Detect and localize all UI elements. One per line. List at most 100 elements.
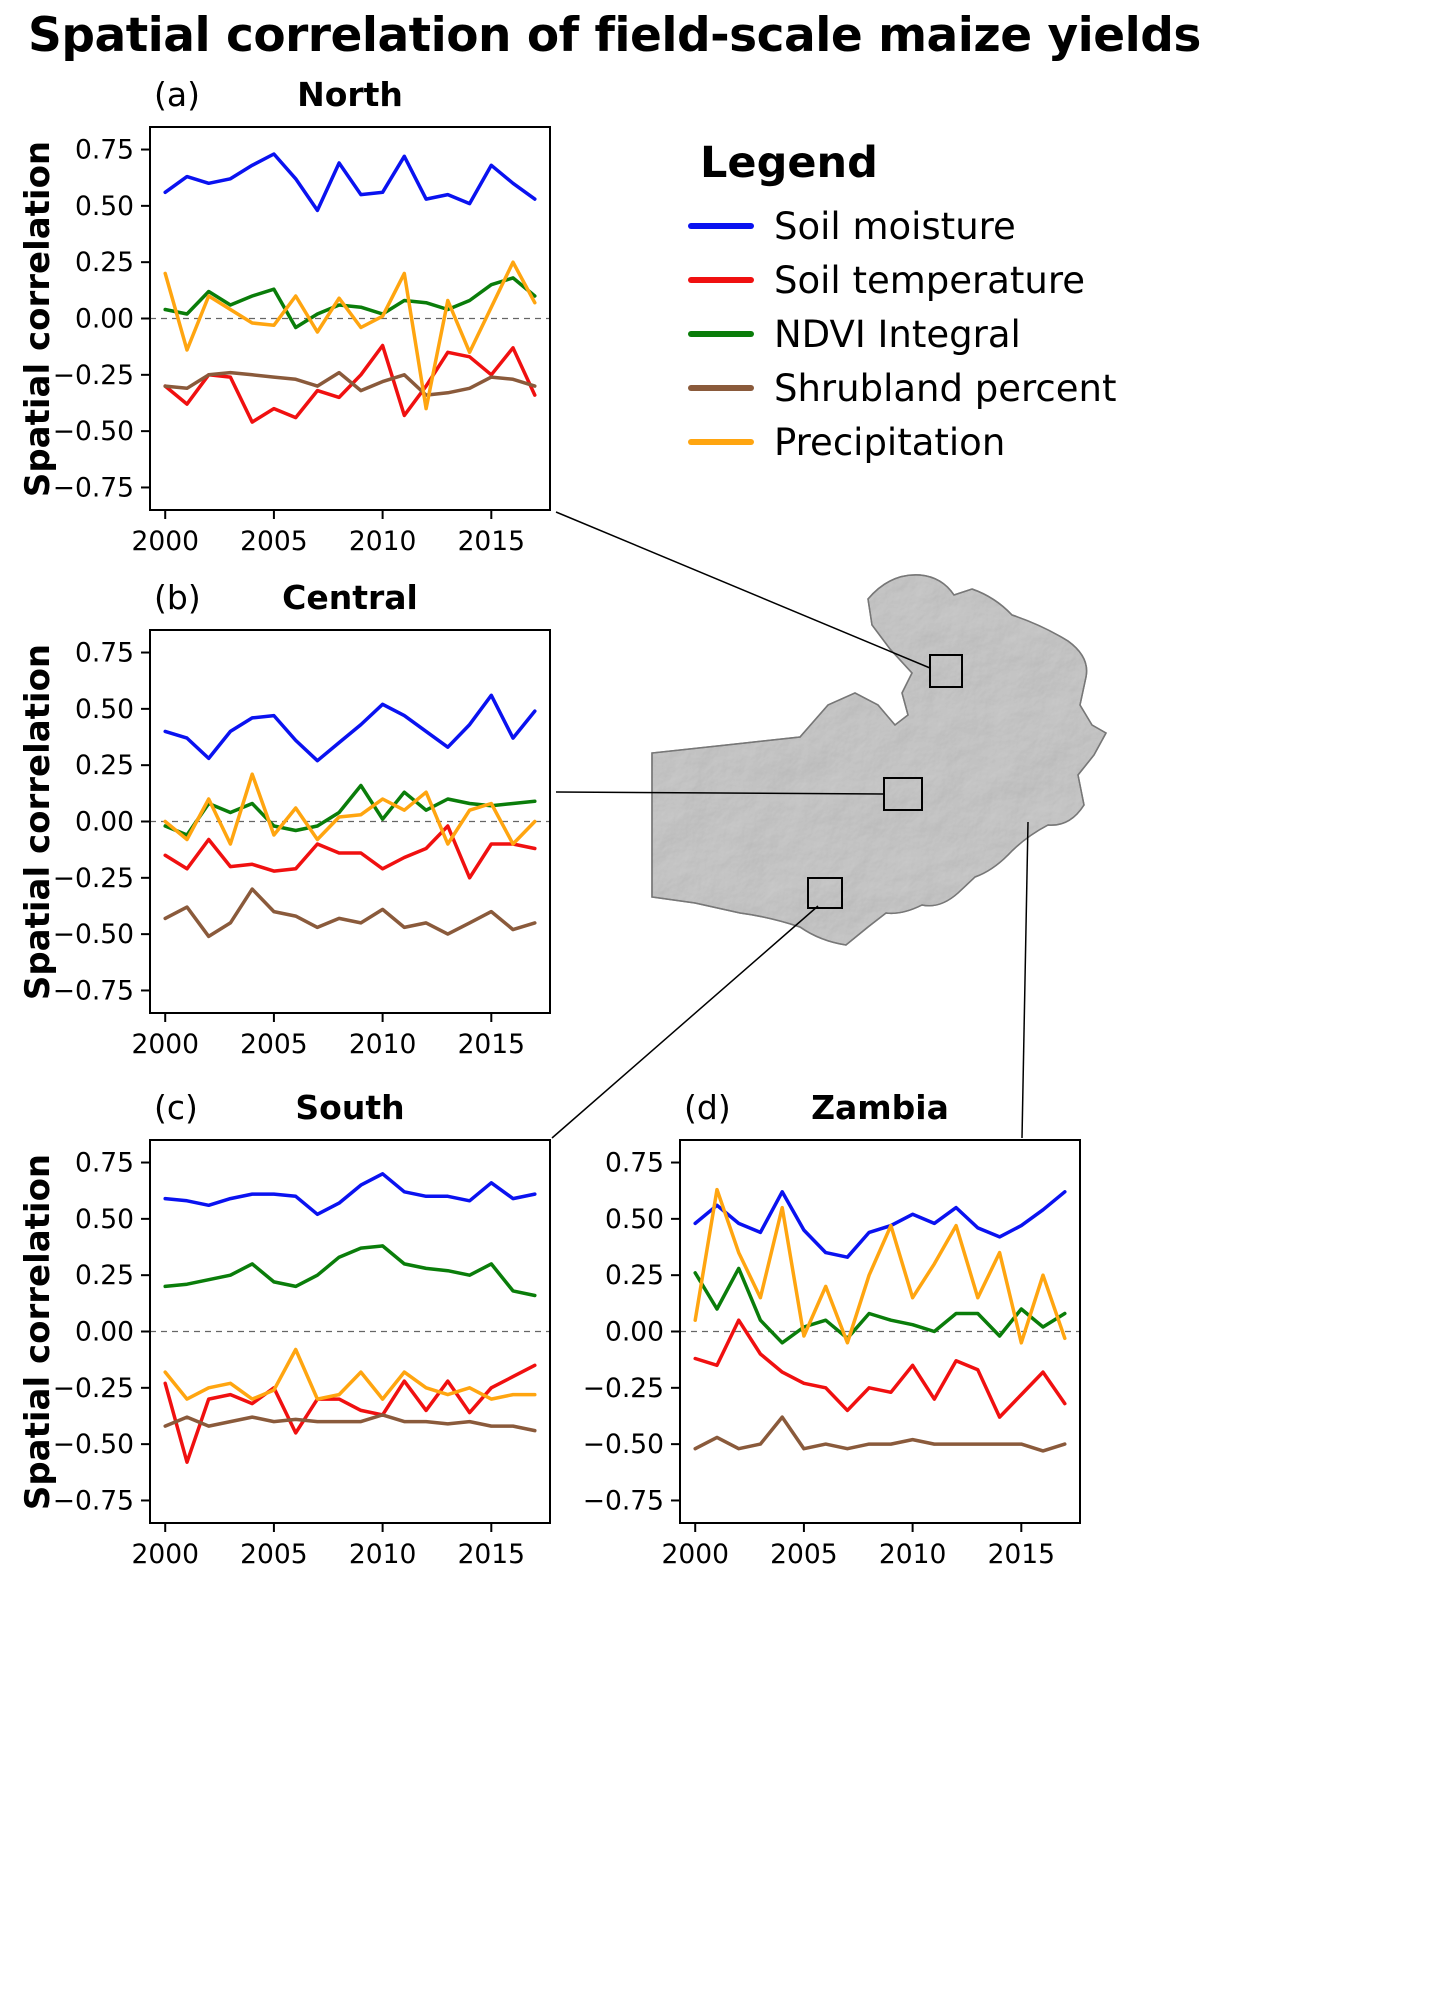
y-tick-label: −0.50 [583, 1429, 664, 1460]
panel-title-north: North [297, 75, 403, 114]
y-axis-label: Spatial correlation [18, 643, 58, 1000]
panel-header: (b) Central [150, 578, 550, 624]
soil-temperature-line [163, 824, 537, 880]
y-tick-label: 0.25 [75, 247, 134, 278]
south-line-chart: 0.75 0.50 0.25 0.00 −0.25 −0.50 −0.75 2000 2005 2… [53, 1139, 551, 1570]
zambia-line-chart: 0.75 0.50 0.25 0.00 −0.25 −0.50 −0.75 2000 2005 2… [583, 1139, 1081, 1570]
panel-header: (d) Zambia [680, 1088, 1080, 1134]
y-tick-label: 0.75 [75, 135, 134, 166]
y-tick-label: 0.25 [75, 750, 134, 781]
y-tick-label: −0.75 [583, 1485, 664, 1516]
y-tick-label: 0.00 [75, 1317, 134, 1348]
y-axis-label: Spatial correlation [18, 1153, 58, 1510]
legend-line-swatch [688, 277, 754, 283]
legend-line-swatch [688, 223, 754, 229]
precipitation-line [163, 260, 537, 411]
y-tick-label: −0.75 [53, 472, 134, 503]
precipitation-line [163, 1347, 537, 1401]
legend-items: Soil moisture Soil temperature NDVI Integr… [688, 204, 1116, 464]
x-tick-label: 2015 [988, 1539, 1055, 1570]
y-axis-label: Spatial correlation [18, 140, 58, 497]
x-tick-label: 2010 [879, 1539, 946, 1570]
central-line-chart: 0.75 0.50 0.25 0.00 −0.25 −0.50 −0.75 2000 2005 2… [53, 629, 551, 1060]
y-tick-label: 0.75 [75, 1148, 134, 1179]
ndvi-integral-line [163, 1244, 537, 1298]
zambia-map [650, 565, 1135, 964]
legend-item-label: Soil moisture [774, 204, 1016, 248]
x-tick-label: 2015 [458, 526, 525, 557]
shrubland-percent-line [693, 1415, 1067, 1453]
x-tick-label: 2015 [458, 1539, 525, 1570]
legend-line-swatch [688, 439, 754, 445]
x-tick-label: 2015 [458, 1029, 525, 1060]
legend-item: Soil temperature [688, 258, 1116, 302]
y-tick-label: 0.50 [75, 694, 134, 725]
y-tick-label: 0.00 [75, 304, 134, 335]
y-tick-label: 0.00 [605, 1317, 664, 1348]
legend-item: NDVI Integral [688, 312, 1116, 356]
shrubland-percent-line [163, 370, 537, 397]
legend-item-label: Shrubland percent [774, 366, 1117, 410]
soil-temperature-line [163, 1363, 537, 1464]
y-tick-label: −0.25 [583, 1373, 664, 1404]
panel-header: (c) South [150, 1088, 550, 1134]
panel-title-south: South [295, 1088, 405, 1127]
y-tick-label: 0.75 [75, 638, 134, 669]
y-tick-label: −0.25 [53, 1373, 134, 1404]
legend-item-label: NDVI Integral [774, 312, 1021, 356]
y-tick-label: 0.50 [75, 191, 134, 222]
panel-label-c: (c) [154, 1088, 198, 1127]
y-tick-label: 0.50 [75, 1204, 134, 1235]
shrubland-percent-line [163, 887, 537, 939]
y-tick-label: −0.25 [53, 360, 134, 391]
y-tick-label: −0.75 [53, 1485, 134, 1516]
x-tick-label: 2010 [349, 1539, 416, 1570]
y-tick-label: 0.25 [605, 1260, 664, 1291]
panel-north: (a) North Spatial correlation 0.75 0.50 0.… [18, 75, 551, 557]
soil-moisture-line [693, 1190, 1067, 1259]
panel-header: (a) North [150, 75, 550, 121]
precipitation-line [693, 1187, 1067, 1345]
north-region-marker [929, 654, 963, 688]
panel-south: (c) South Spatial correlation 0.75 0.50 0.… [18, 1088, 551, 1570]
x-tick-label: 2005 [240, 1539, 307, 1570]
south-region-marker [807, 877, 843, 909]
ndvi-integral-line [163, 276, 537, 330]
soil-moisture-line [163, 1172, 537, 1217]
y-tick-label: −0.75 [53, 975, 134, 1006]
x-tick-label: 2000 [661, 1539, 728, 1570]
y-tick-label: 0.50 [605, 1204, 664, 1235]
legend: Legend Soil moisture Soil temperature NDVI… [688, 138, 1116, 474]
legend-item: Shrubland percent [688, 366, 1116, 410]
x-tick-label: 2005 [770, 1539, 837, 1570]
soil-moisture-line [163, 693, 537, 763]
shrubland-percent-line [163, 1413, 537, 1433]
legend-item: Soil moisture [688, 204, 1116, 248]
ndvi-integral-line [163, 783, 537, 837]
ndvi-integral-line [693, 1266, 1067, 1345]
x-tick-label: 2000 [131, 526, 198, 557]
panel-label-b: (b) [154, 578, 201, 617]
zambia-country-shape [651, 574, 1108, 946]
y-tick-label: 0.00 [75, 807, 134, 838]
legend-item-label: Precipitation [774, 420, 1006, 464]
precipitation-line [163, 772, 537, 846]
legend-item: Precipitation [688, 420, 1116, 464]
y-tick-label: 0.75 [605, 1148, 664, 1179]
soil-temperature-line [693, 1318, 1067, 1419]
legend-line-swatch [688, 331, 754, 337]
soil-temperature-line [163, 343, 537, 424]
x-tick-label: 2005 [240, 526, 307, 557]
x-tick-label: 2010 [349, 526, 416, 557]
soil-moisture-line [163, 152, 537, 213]
legend-title: Legend [700, 138, 878, 188]
panel-zambia: (d) Zambia 0.75 0.50 0.25 0.00 −0.25 −0.50 −0.… [583, 1088, 1081, 1570]
y-tick-label: 0.25 [75, 1260, 134, 1291]
panel-title-zambia: Zambia [811, 1088, 949, 1127]
x-tick-label: 2000 [131, 1539, 198, 1570]
y-tick-label: −0.50 [53, 416, 134, 447]
figure-title: Spatial correlation of field-scale maize… [28, 8, 1201, 63]
y-tick-label: −0.25 [53, 863, 134, 894]
x-tick-label: 2010 [349, 1029, 416, 1060]
y-tick-label: −0.50 [53, 1429, 134, 1460]
